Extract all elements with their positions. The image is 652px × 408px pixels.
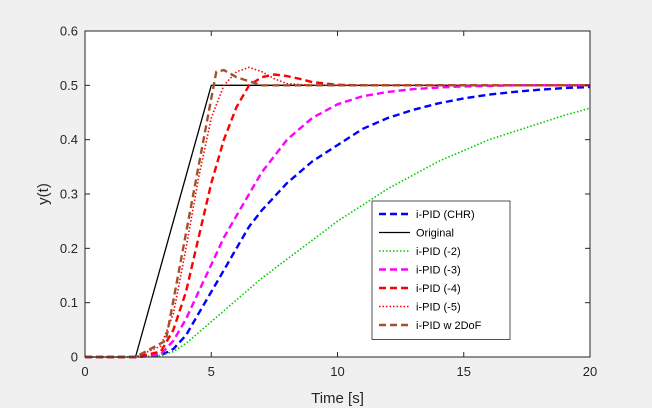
y-axis-label: y(t) — [35, 183, 52, 205]
x-tick-label: 15 — [457, 364, 471, 379]
legend-label: Original — [416, 228, 454, 240]
y-tick-label: 0.1 — [60, 295, 78, 310]
series-line-2 — [85, 107, 591, 358]
series-line-6 — [85, 68, 590, 359]
plot-area — [85, 31, 590, 357]
x-tick-label: 0 — [81, 364, 88, 379]
y-tick-label: 0.6 — [60, 24, 78, 39]
legend-label: i-PID (-3) — [416, 265, 461, 277]
tick-layer: 0 5 10 15 20 0 0.1 0.2 0.3 0.4 0.5 0.6 — [60, 24, 597, 380]
y-tick-label: 0.4 — [60, 132, 78, 147]
x-tick-label: 5 — [208, 364, 215, 379]
y-tick-label: 0.5 — [60, 78, 78, 93]
y-tick-label: 0 — [71, 350, 78, 365]
x-tick-label: 20 — [583, 364, 597, 379]
legend-label: i-PID w 2DoF — [416, 320, 482, 332]
legend-label: i-PID (-2) — [416, 246, 461, 258]
series-line-3 — [85, 84, 590, 359]
y-tick-label: 0.2 — [60, 241, 78, 256]
legend-label: i-PID (CHR) — [416, 209, 475, 221]
y-tick-label: 0.3 — [60, 187, 78, 202]
legend: i-PID (CHR) Original i-PID (-2) i-PID (-3) i… — [371, 200, 511, 340]
series-line-0 — [85, 85, 591, 359]
legend-label: i-PID (-5) — [416, 302, 461, 314]
x-axis-label: Time [s] — [311, 390, 364, 407]
x-tick-label: 10 — [330, 364, 344, 379]
legend-label: i-PID (-4) — [416, 283, 461, 295]
